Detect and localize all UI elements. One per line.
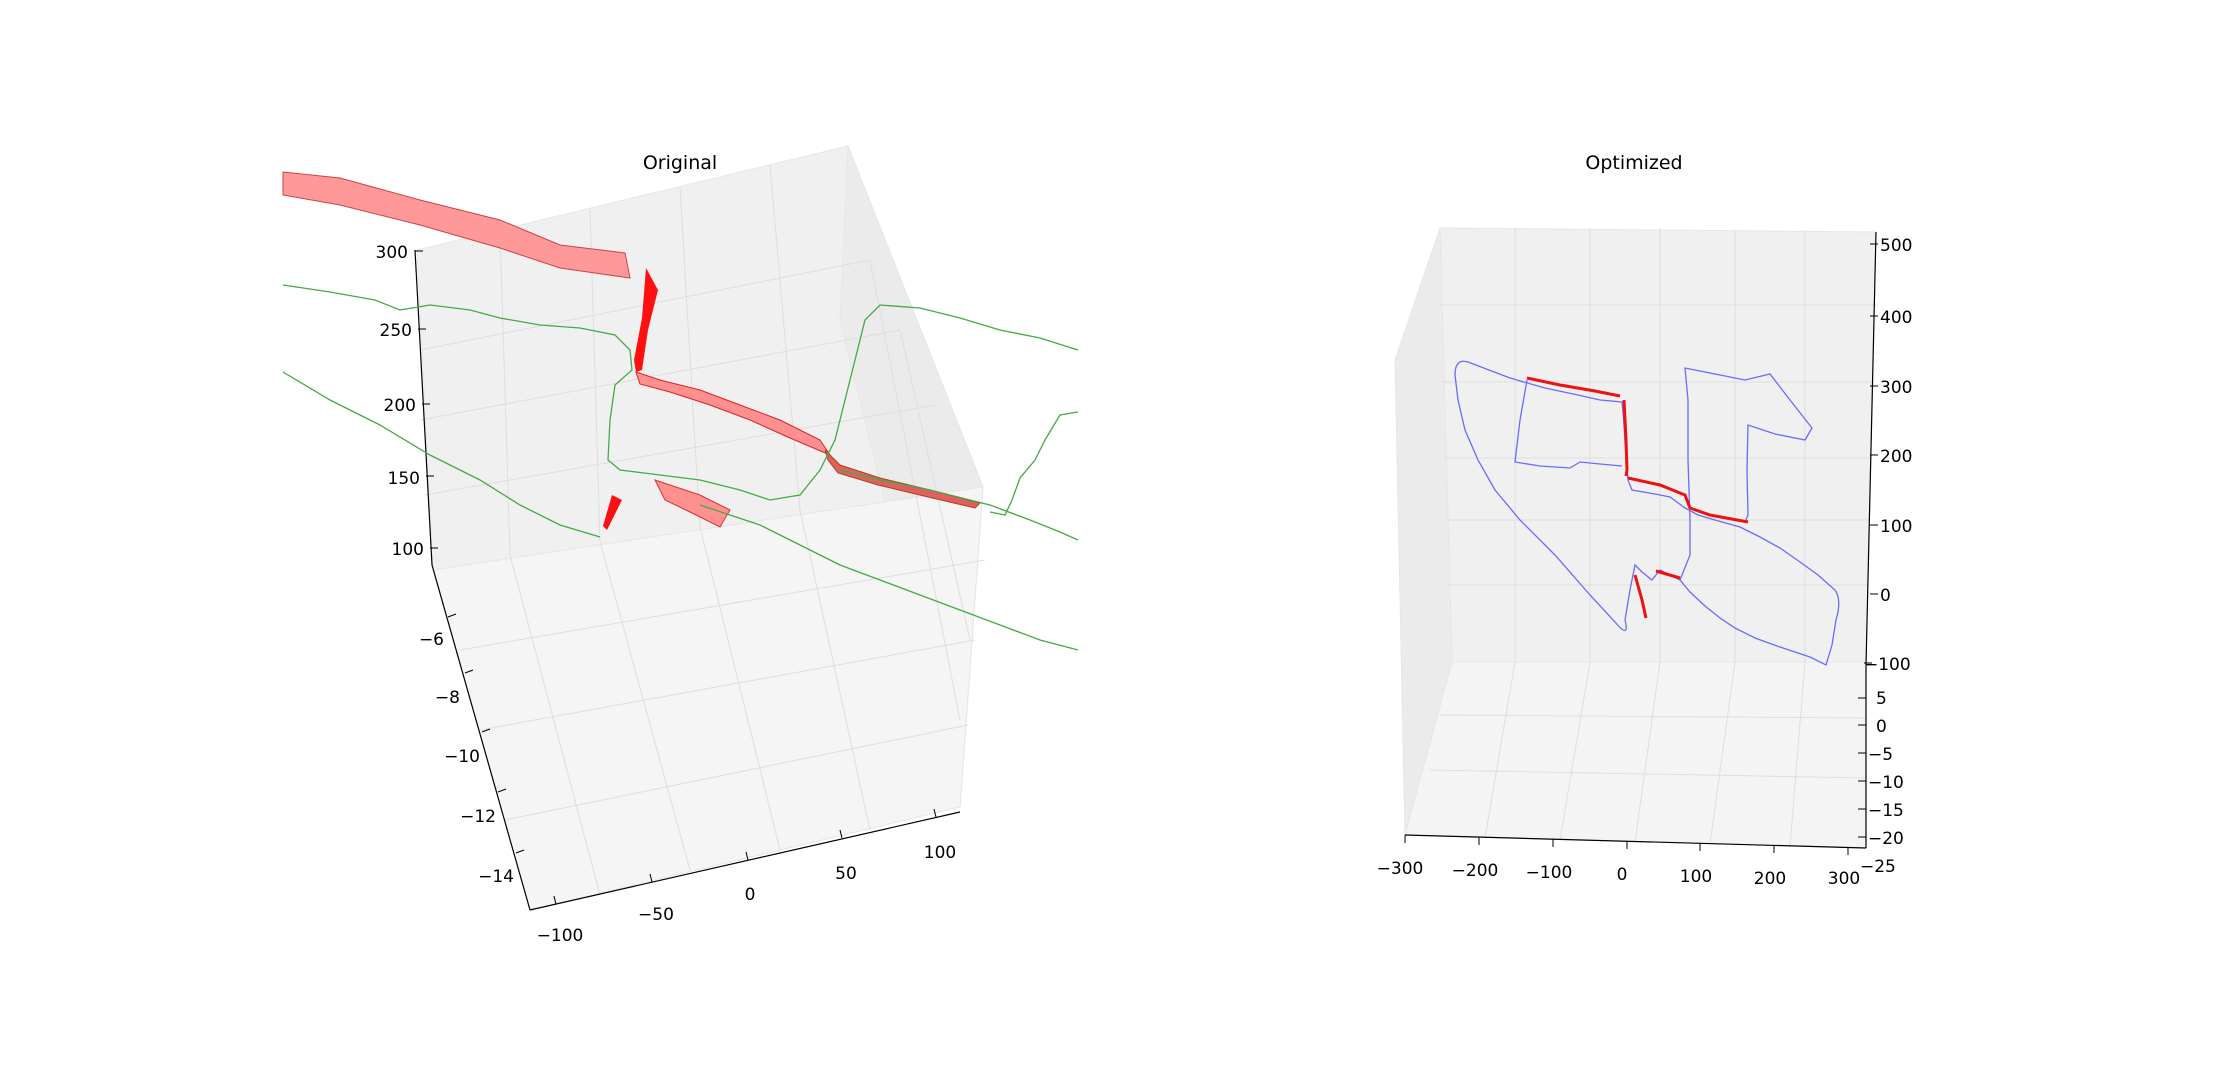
original-y-tick-neg6: −6 xyxy=(419,630,444,650)
original-title: Original xyxy=(643,152,717,174)
optimized-constraint-stub xyxy=(1633,574,1648,619)
original-z-tick-150: 150 xyxy=(388,469,420,489)
optimized-x-tick-neg300: −300 xyxy=(1377,859,1424,879)
optimized-y-tick-0: 0 xyxy=(1876,717,1887,737)
optimized-x-tick-100: 100 xyxy=(1680,867,1712,887)
original-axes xyxy=(414,249,961,911)
original-constraint-vertical xyxy=(634,268,658,372)
original-plot: Original xyxy=(282,145,1079,946)
original-x-ticks xyxy=(553,808,937,905)
optimized-x-tick-0: 0 xyxy=(1617,865,1628,885)
optimized-z-tick-500: 500 xyxy=(1880,236,1912,256)
optimized-y-tick-neg20: −20 xyxy=(1868,829,1904,849)
original-z-tick-200: 200 xyxy=(384,396,416,416)
original-constraint-stub xyxy=(603,495,622,530)
optimized-x-ticks xyxy=(1404,835,1849,855)
optimized-z-tick-100: 100 xyxy=(1880,517,1912,537)
optimized-y-tick-neg5: −5 xyxy=(1868,745,1893,765)
optimized-z-tick-0: 0 xyxy=(1880,586,1891,606)
original-trajectory-upper xyxy=(282,284,1079,501)
optimized-y-tick-neg25: −25 xyxy=(1860,857,1896,877)
optimized-y-tick-neg15: −15 xyxy=(1868,801,1904,821)
optimized-x-tick-neg100: −100 xyxy=(1526,863,1573,883)
optimized-back-pane xyxy=(1439,227,1877,663)
original-constraint-ribbon-top xyxy=(282,171,631,279)
original-trajectory-loop xyxy=(989,411,1079,516)
optimized-x-tick-300: 300 xyxy=(1828,869,1860,889)
original-y-tick-neg10: −10 xyxy=(444,747,480,767)
optimized-y-ticks xyxy=(1858,697,1866,838)
optimized-floor-pane xyxy=(1404,661,1867,849)
original-x-tick-neg50: −50 xyxy=(638,905,674,925)
optimized-z-ticks xyxy=(1864,243,1878,664)
original-x-tick-0: 0 xyxy=(745,885,756,905)
optimized-y-tick-neg10: −10 xyxy=(1868,773,1904,793)
optimized-y-tick-5: 5 xyxy=(1876,689,1887,709)
original-y-tick-neg14: −14 xyxy=(478,867,514,887)
optimized-plot: Optimized xyxy=(1377,152,1913,889)
original-x-tick-100: 100 xyxy=(924,843,956,863)
original-y-ticks xyxy=(447,613,525,854)
optimized-constraint-vertical xyxy=(1622,399,1629,477)
original-y-tick-neg8: −8 xyxy=(435,688,460,708)
optimized-constraints xyxy=(1526,376,1749,619)
original-z-tick-300: 300 xyxy=(376,243,408,263)
original-y-tick-neg12: −12 xyxy=(460,807,496,827)
original-constraint-ribbon-low xyxy=(654,479,731,528)
optimized-constraint-top xyxy=(1526,376,1621,398)
optimized-axes xyxy=(1404,231,1877,849)
optimized-constraint-low xyxy=(1655,569,1681,580)
original-constraints xyxy=(282,171,981,530)
optimized-z-tick-400: 400 xyxy=(1880,308,1912,328)
optimized-x-tick-neg200: −200 xyxy=(1452,861,1499,881)
original-trajectory-mid xyxy=(839,469,1079,541)
original-trajectories xyxy=(282,284,1079,651)
original-trajectory-right xyxy=(699,504,1079,651)
original-x-tick-neg100: −100 xyxy=(537,926,584,946)
optimized-gridlines xyxy=(1429,228,1876,847)
original-x-tick-50: 50 xyxy=(835,864,857,884)
original-z-ticks xyxy=(415,250,438,549)
original-constraint-ribbon-right xyxy=(824,449,981,509)
original-z-tick-250: 250 xyxy=(380,321,412,341)
optimized-title: Optimized xyxy=(1585,152,1682,174)
original-trajectory-lower xyxy=(282,371,601,538)
original-z-tick-100: 100 xyxy=(392,540,424,560)
optimized-x-tick-200: 200 xyxy=(1754,869,1786,889)
optimized-z-tick-200: 200 xyxy=(1880,447,1912,467)
optimized-z-tick-neg100: −100 xyxy=(1864,655,1911,675)
optimized-constraint-mid xyxy=(1627,476,1749,524)
optimized-z-tick-300: 300 xyxy=(1880,378,1912,398)
